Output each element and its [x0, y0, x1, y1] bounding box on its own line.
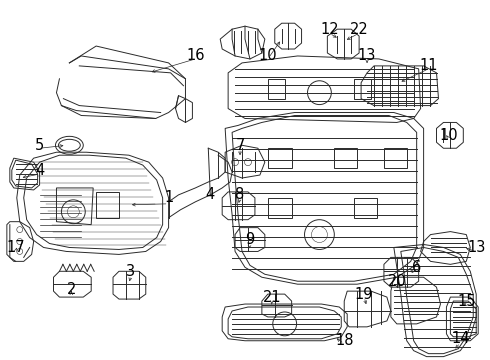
Text: 13: 13	[358, 49, 376, 63]
Text: 8: 8	[235, 188, 245, 202]
Text: 1: 1	[164, 190, 173, 205]
Text: 15: 15	[457, 293, 475, 309]
Text: 3: 3	[126, 264, 135, 279]
Text: 10: 10	[259, 49, 277, 63]
Text: 6: 6	[412, 260, 421, 275]
Text: 10: 10	[439, 128, 458, 143]
Text: 9: 9	[245, 232, 255, 247]
Text: 4: 4	[35, 163, 44, 177]
Text: 22: 22	[350, 22, 368, 37]
Text: 13: 13	[467, 240, 486, 255]
Text: 7: 7	[235, 138, 245, 153]
Text: 12: 12	[320, 22, 339, 37]
Text: 14: 14	[451, 331, 469, 346]
Text: 16: 16	[186, 49, 205, 63]
Text: 2: 2	[67, 282, 76, 297]
Text: 20: 20	[388, 274, 406, 289]
Text: 21: 21	[263, 289, 281, 305]
Text: 5: 5	[35, 138, 44, 153]
Text: 19: 19	[355, 287, 373, 302]
Text: 17: 17	[6, 240, 25, 255]
Text: 11: 11	[419, 58, 438, 73]
Text: 4: 4	[206, 188, 215, 202]
Text: 18: 18	[335, 333, 353, 348]
